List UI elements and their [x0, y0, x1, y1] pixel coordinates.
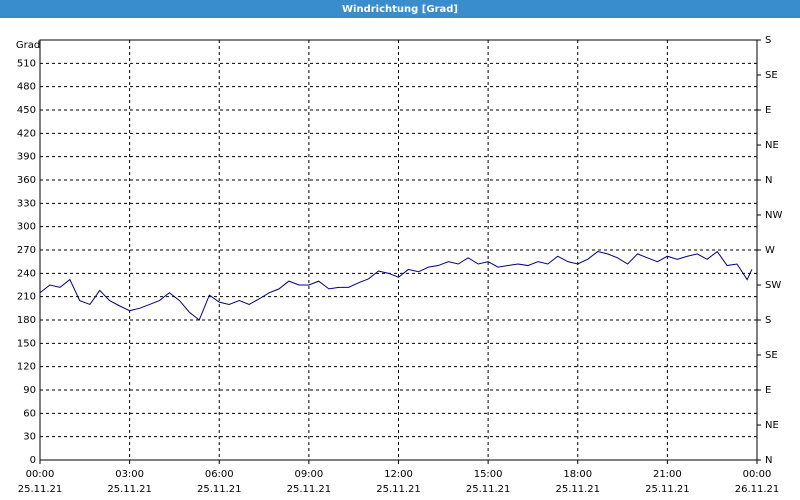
x-tick-label: 00:00	[26, 469, 55, 480]
chart-title: Windrichtung [Grad]	[342, 4, 458, 15]
x-tick-label: 12:00	[384, 469, 413, 480]
y-tick-label: 210	[17, 292, 36, 303]
y2-tick-label: W	[765, 245, 775, 256]
y2-tick-label: NE	[765, 420, 779, 431]
y-tick-label: 450	[17, 105, 36, 116]
y-axis-label: Grad	[16, 40, 40, 51]
y-tick-label: 390	[17, 152, 36, 163]
y-tick-label: 180	[17, 315, 36, 326]
y2-tick-label: SW	[765, 280, 781, 291]
y-tick-label: 120	[17, 362, 36, 373]
y2-tick-label: SE	[765, 350, 778, 361]
y2-tick-label: NE	[765, 140, 779, 151]
y2-tick-label: N	[765, 175, 772, 186]
x-tick-label: 09:00	[294, 469, 323, 480]
x-tick-label: 18:00	[563, 469, 592, 480]
data-line	[39, 250, 753, 321]
y-tick-label: 360	[17, 175, 36, 186]
y-tick-label: 0	[30, 455, 36, 466]
y2-tick-label: SE	[765, 70, 778, 81]
x-tick-label: 15:00	[474, 469, 503, 480]
y2-tick-label: N	[765, 455, 772, 466]
y-tick-label: 330	[17, 198, 36, 209]
y2-tick-label: NW	[765, 210, 782, 221]
y2-tick-label: S	[765, 35, 771, 46]
x-tick-date: 25.11.21	[107, 484, 152, 495]
x-tick-date: 25.11.21	[555, 484, 600, 495]
x-tick-label: 06:00	[205, 469, 234, 480]
title-bar	[0, 0, 800, 18]
y-tick-label: 270	[17, 245, 36, 256]
y-tick-label: 90	[23, 385, 36, 396]
y-tick-label: 480	[17, 82, 36, 93]
x-tick-date: 25.11.21	[287, 484, 332, 495]
x-tick-date: 25.11.21	[376, 484, 421, 495]
x-tick-date: 25.11.21	[466, 484, 511, 495]
y-tick-label: 30	[23, 432, 36, 443]
y-tick-label: 240	[17, 268, 36, 279]
x-tick-label: 21:00	[653, 469, 682, 480]
y-tick-label: 300	[17, 222, 36, 233]
x-tick-date: 25.11.21	[645, 484, 690, 495]
y2-tick-label: E	[765, 385, 771, 396]
x-tick-label: 00:00	[743, 469, 772, 480]
x-tick-date: 25.11.21	[197, 484, 242, 495]
y-tick-label: 420	[17, 128, 36, 139]
x-tick-label: 03:00	[115, 469, 144, 480]
x-tick-date: 26.11.21	[735, 484, 780, 495]
y2-tick-label: E	[765, 105, 771, 116]
x-tick-date: 25.11.21	[18, 484, 63, 495]
y2-tick-label: S	[765, 315, 771, 326]
y-tick-label: 510	[17, 58, 36, 69]
y-tick-label: 150	[17, 338, 36, 349]
y-tick-label: 60	[23, 408, 36, 419]
